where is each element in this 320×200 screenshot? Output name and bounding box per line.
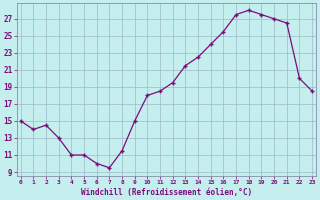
- X-axis label: Windchill (Refroidissement éolien,°C): Windchill (Refroidissement éolien,°C): [81, 188, 252, 197]
